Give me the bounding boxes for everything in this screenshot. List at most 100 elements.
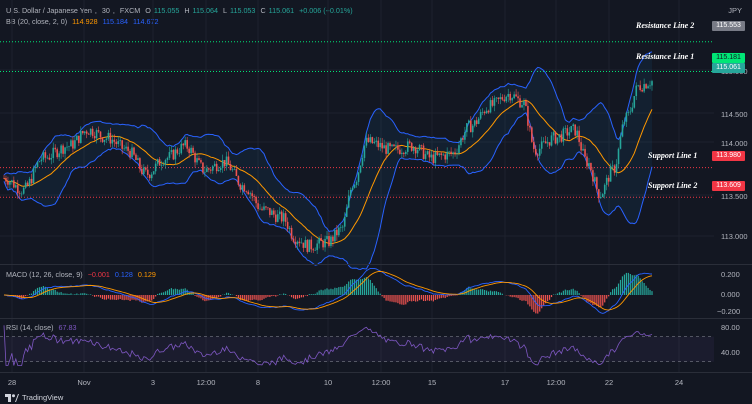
candle-body (599, 197, 602, 199)
candle-body (172, 150, 175, 160)
candle-body (62, 145, 64, 154)
candle-body (426, 151, 429, 155)
candle-body (464, 132, 466, 140)
candle-body (233, 169, 236, 170)
candle-body (208, 168, 210, 170)
symbol-legend: U.S. Dollar / Japanese Yen, 30, FXCM O 11… (6, 6, 353, 15)
candle-body (127, 146, 129, 151)
candle-body (393, 144, 395, 147)
macd-legend[interactable]: MACD (12, 26, close, 9) −0.001 0.128 0.1… (6, 270, 159, 279)
bb-legend[interactable]: BB (20, close, 2, 0) 114.928 115.184 114… (6, 17, 161, 26)
candle-body (651, 81, 653, 86)
candle-body (81, 130, 84, 134)
candle-body (418, 145, 421, 151)
candle-body (564, 128, 567, 129)
time-tick: 15 (427, 378, 437, 387)
candle-body (568, 132, 571, 136)
candle-body (330, 236, 332, 246)
rsi-pane-separator[interactable] (0, 318, 752, 319)
price-tick: 114.000 (721, 139, 748, 148)
candle-body (150, 174, 153, 179)
candle-body (267, 207, 269, 209)
candle-body (534, 149, 537, 155)
candle-body (363, 145, 366, 158)
candle-body (83, 131, 86, 134)
macd-pane (3, 267, 653, 314)
candle-body (282, 213, 285, 222)
candle-body (176, 149, 179, 154)
candle-body (554, 132, 557, 144)
candle-body (251, 193, 253, 197)
candle-body (399, 149, 401, 154)
rsi-legend[interactable]: RSI (14, close) 67.83 (6, 323, 80, 332)
candle-body (395, 145, 397, 147)
candle-body (290, 227, 293, 239)
candle-body (469, 120, 472, 133)
candle-body (219, 168, 222, 170)
candle-body (20, 193, 23, 195)
candle-body (637, 85, 640, 86)
candle-body (227, 156, 230, 164)
support-line-2-label[interactable]: Support Line 2 (648, 181, 698, 190)
candle-body (91, 128, 94, 137)
candle-body (527, 105, 529, 126)
candle-body (436, 152, 439, 155)
candle-body (538, 148, 541, 156)
tradingview-logo-icon[interactable] (5, 394, 19, 402)
candle-body (24, 182, 27, 188)
resistance-line-1-label[interactable]: Resistance Line 1 (636, 52, 695, 61)
resistance-line-2-label[interactable]: Resistance Line 2 (636, 21, 695, 30)
candle-body (235, 169, 238, 176)
candle-body (560, 134, 563, 142)
candle-body (519, 98, 521, 108)
candle-body (275, 214, 277, 222)
candle-body (74, 140, 76, 149)
candle-body (582, 148, 584, 151)
candle-body (540, 141, 543, 149)
candle-body (76, 135, 78, 141)
candle-body (273, 210, 275, 215)
candle-body (580, 142, 582, 151)
candle-body (456, 152, 458, 154)
candle-body (332, 236, 334, 242)
macd-signal-value: 0.129 (137, 270, 156, 279)
candle-body (485, 110, 488, 114)
candle-body (578, 130, 580, 143)
candle-body (22, 187, 25, 194)
candle-body (107, 132, 110, 139)
candle-body (125, 146, 127, 149)
candle-body (340, 227, 342, 228)
candle-body (115, 141, 118, 145)
support-line-1-label[interactable]: Support Line 1 (648, 151, 698, 160)
candle-body (36, 162, 39, 167)
high-value: 115.064 (192, 6, 218, 15)
candle-body (371, 137, 374, 144)
candle-body (466, 123, 468, 133)
price-tick: 114.500 (721, 110, 748, 119)
candle-body (50, 157, 53, 160)
candle-body (160, 164, 163, 166)
candle-body (627, 111, 630, 113)
candle-body (119, 140, 122, 142)
candle-body (89, 128, 92, 135)
candle-body (247, 191, 250, 195)
candle-body (184, 140, 187, 146)
candle-body (373, 141, 376, 144)
macd-pane-separator[interactable] (0, 264, 752, 265)
candle-body (343, 216, 346, 227)
candle-body (314, 250, 316, 251)
candle-body (477, 118, 480, 124)
interval-label[interactable]: 30 (101, 6, 110, 15)
instrument-name[interactable]: U.S. Dollar / Japanese Yen (6, 6, 92, 15)
candle-body (30, 178, 33, 184)
candle-body (487, 110, 490, 113)
candle-body (479, 112, 482, 119)
tradingview-brand[interactable]: TradingView (22, 393, 64, 402)
candle-body (312, 249, 315, 251)
candle-body (58, 153, 60, 158)
candle-body (572, 124, 575, 127)
candle-body (584, 148, 586, 157)
macd-hist-value: −0.001 (87, 270, 110, 279)
candle-body (468, 120, 470, 124)
